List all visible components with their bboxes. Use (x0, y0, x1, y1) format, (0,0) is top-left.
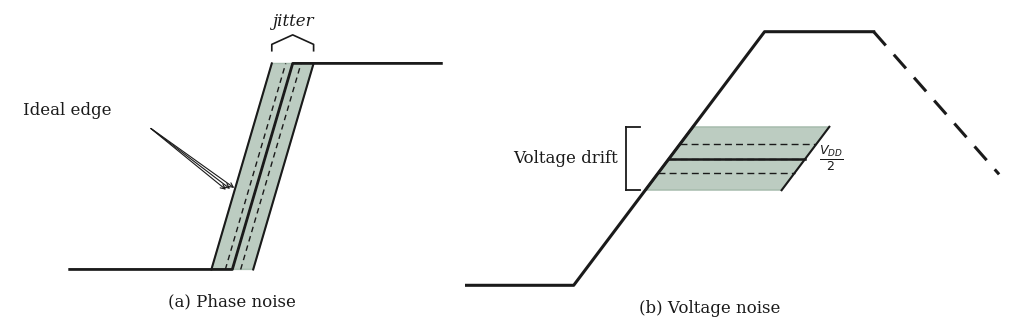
Text: Ideal edge: Ideal edge (23, 102, 112, 120)
Text: Voltage drift: Voltage drift (513, 150, 618, 167)
Polygon shape (645, 127, 829, 190)
Text: (b) Voltage noise: (b) Voltage noise (639, 300, 781, 317)
Text: (a) Phase noise: (a) Phase noise (169, 294, 296, 311)
Text: $\frac{V_{DD}}{2}$: $\frac{V_{DD}}{2}$ (819, 144, 843, 173)
Polygon shape (211, 63, 314, 269)
Text: jitter: jitter (272, 13, 313, 30)
